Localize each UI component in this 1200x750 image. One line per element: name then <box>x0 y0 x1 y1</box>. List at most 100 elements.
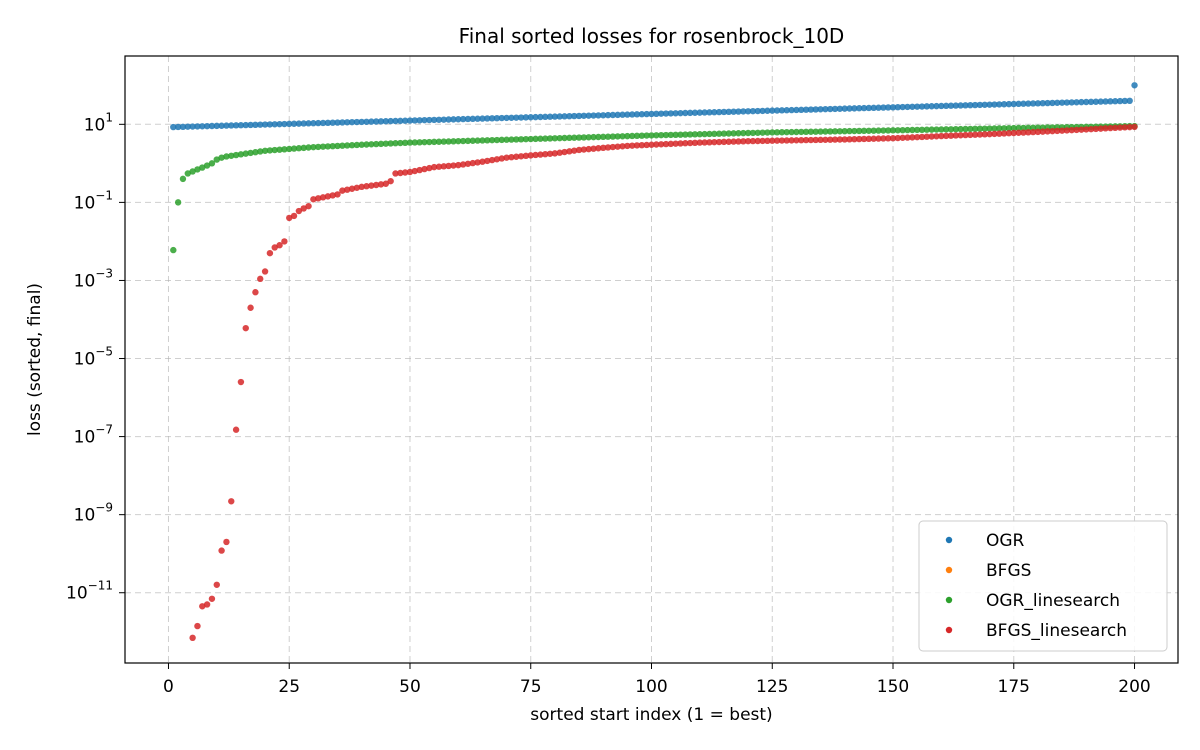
ogr-point <box>353 118 361 126</box>
ogr-point <box>305 120 312 127</box>
ogr-point <box>851 105 858 112</box>
bfgs-linesearch-point <box>295 207 303 215</box>
bfgs-linesearch-point <box>846 136 853 143</box>
bfgs-linesearch-point <box>556 149 563 156</box>
y-tick-label: 10−3 <box>74 266 113 291</box>
ogr-point <box>513 114 520 121</box>
ogr-point <box>1131 82 1138 89</box>
ogr-point <box>252 121 259 129</box>
ogr-point <box>455 116 462 123</box>
ogr-linesearch-point <box>406 139 414 146</box>
ogr-point <box>561 113 568 120</box>
bfgs-linesearch-point <box>904 134 911 141</box>
bfgs-linesearch-point <box>827 136 834 143</box>
ogr-point <box>846 105 853 112</box>
ogr-point <box>740 108 747 115</box>
ogr-linesearch-point <box>469 137 476 144</box>
bfgs-linesearch-point <box>247 304 254 311</box>
ogr-point <box>812 106 819 113</box>
ogr-point <box>1058 99 1066 106</box>
x-tick-label: 0 <box>163 677 174 697</box>
ogr-point <box>416 117 423 124</box>
ogr-point <box>585 112 592 119</box>
legend-box <box>918 520 1168 652</box>
bfgs-linesearch-point <box>498 155 505 162</box>
y-tick-label: 10−5 <box>74 345 113 370</box>
ogr-point <box>759 107 766 115</box>
ogr-point <box>677 109 684 117</box>
ogr-linesearch-point <box>508 136 515 143</box>
ogr-linesearch-point <box>179 175 187 183</box>
ogr-point <box>271 121 278 128</box>
ogr-linesearch-point <box>363 141 370 148</box>
ogr-point <box>715 108 723 116</box>
ogr-linesearch-point <box>213 156 220 163</box>
y-tick-label: 10−7 <box>74 423 113 448</box>
ogr-point <box>1092 98 1100 105</box>
ogr-point <box>720 108 728 116</box>
ogr-point <box>841 105 848 112</box>
x-axis-label: sorted start index (1 = best) <box>530 705 772 725</box>
bfgs-linesearch-point <box>875 135 882 142</box>
x-tick-label: 100 <box>635 677 667 697</box>
bfgs-linesearch-point <box>339 187 346 194</box>
ogr-linesearch-point <box>411 139 419 146</box>
ogr-linesearch-point <box>498 136 505 144</box>
ogr-point <box>701 109 708 116</box>
ogr-linesearch-point <box>783 128 790 136</box>
ogr-point <box>1005 100 1013 108</box>
ogr-linesearch-point <box>353 141 361 149</box>
bfgs-linesearch-point <box>817 136 824 144</box>
bfgs-linesearch-point <box>812 136 819 144</box>
ogr-linesearch-point <box>281 146 288 153</box>
ogr-linesearch-point <box>860 127 868 135</box>
bfgs-linesearch-point <box>421 165 428 173</box>
ogr-linesearch-point <box>319 143 327 150</box>
bfgs-linesearch-point <box>793 137 800 144</box>
bfgs-linesearch-point <box>865 135 873 143</box>
bfgs-linesearch-point <box>807 136 815 144</box>
bfgs-linesearch-point <box>614 143 621 150</box>
bfgs-linesearch-point <box>218 547 225 554</box>
bfgs-linesearch-point <box>228 498 235 505</box>
x-axis-ticks: 0 25 50 75 100 125 150 175 200 <box>163 663 1151 697</box>
ogr-linesearch-point <box>923 126 931 133</box>
ogr-point <box>324 119 332 127</box>
bfgs-linesearch-point <box>788 137 795 144</box>
ogr-point <box>1039 99 1046 107</box>
ogr-point <box>1068 99 1075 106</box>
ogr-point <box>638 111 646 118</box>
ogr-linesearch-point <box>653 132 660 139</box>
bfgs-linesearch-point <box>740 138 747 145</box>
bfgs-linesearch-point <box>522 152 530 160</box>
ogr-linesearch-point <box>286 145 293 153</box>
ogr-linesearch-point <box>387 140 394 147</box>
ogr-linesearch-point <box>691 131 699 138</box>
bfgs-linesearch-point <box>773 137 781 144</box>
ogr-point <box>962 102 969 109</box>
bfgs-linesearch-point <box>609 143 617 151</box>
ogr-point <box>1087 98 1095 106</box>
bfgs-linesearch-point <box>870 135 877 142</box>
bfgs-linesearch-point <box>1083 126 1090 133</box>
ogr-point <box>691 109 699 116</box>
bfgs-linesearch-point <box>725 138 732 145</box>
ogr-linesearch-point <box>976 125 984 132</box>
ogr-linesearch-point <box>368 141 375 148</box>
bfgs-linesearch-point <box>1020 129 1027 136</box>
bfgs-linesearch-point <box>203 601 211 608</box>
ogr-point <box>469 115 476 123</box>
bfgs-linesearch-point <box>764 137 771 145</box>
ogr-point <box>170 123 177 131</box>
ogr-point <box>971 101 979 109</box>
ogr-linesearch-point <box>315 143 322 151</box>
ogr-point <box>484 115 491 122</box>
bfgs-linesearch-point <box>455 161 462 169</box>
bfgs-linesearch-point <box>986 130 993 138</box>
y-tick-label: 101 <box>84 110 113 135</box>
ogr-linesearch-point <box>662 131 670 139</box>
ogr-linesearch-point <box>667 131 675 139</box>
x-tick-label: 75 <box>520 677 542 697</box>
ogr-point <box>551 113 559 120</box>
bfgs-linesearch-point <box>648 141 655 148</box>
